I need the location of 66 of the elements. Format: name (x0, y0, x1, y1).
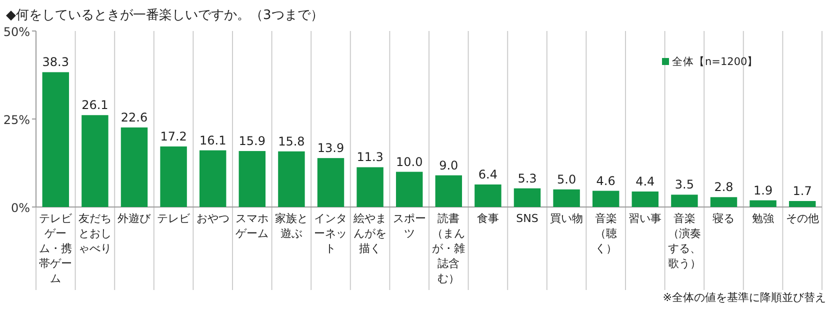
bar (238, 151, 266, 207)
bar (356, 167, 384, 207)
text: 38.3 (42, 55, 70, 70)
text: 13.9 (317, 141, 344, 156)
text: 6.4 (478, 167, 498, 182)
text: 22.6 (120, 110, 148, 124)
y-tick-label: 0% (10, 201, 30, 215)
text: 1.9 (754, 183, 773, 198)
legend-label: 全体【n=1200】 (672, 55, 758, 68)
chart-title: ◆何をしているときが一番楽しいですか。（3つまで） (6, 8, 324, 23)
text: 16.1 (199, 133, 226, 148)
bar (396, 172, 423, 207)
x-tick-label: 読書（まんが・雑誌含む） (431, 211, 466, 286)
text: 9.0 (439, 158, 458, 172)
x-tick-label: 音楽（演奏する、歌う） (666, 211, 702, 271)
bar (82, 115, 108, 207)
bar (435, 175, 462, 207)
x-tick-label: SNS (515, 211, 540, 226)
text: 10.0 (396, 154, 423, 169)
bar (553, 189, 580, 207)
x-tick-label: 家族と遊ぶ (274, 211, 309, 241)
x-tick-label: テレビゲーム・携帯ゲーム (38, 211, 74, 286)
text: 4.6 (596, 174, 616, 188)
bar (514, 188, 541, 207)
x-tick-label: スポーツ (392, 211, 427, 241)
bar (632, 192, 659, 207)
text: 17.2 (160, 129, 187, 144)
y-tick-label: 25% (3, 113, 30, 127)
x-tick-label: 外遊び (116, 211, 152, 226)
x-tick-label: テレビ (156, 211, 192, 226)
text: 1.7 (792, 184, 812, 198)
text: 5.3 (518, 171, 537, 186)
x-tick-label: 勉強 (751, 211, 776, 226)
bar (592, 190, 620, 207)
x-tick-label: 買い物 (549, 211, 584, 226)
x-tick-label: おやつ (195, 211, 230, 226)
bar (120, 127, 148, 207)
text: 15.9 (238, 134, 266, 148)
x-tick-label: 絵やまんがを描く (352, 211, 388, 256)
bar (199, 150, 226, 207)
x-tick-label: スマホゲーム (234, 211, 270, 241)
x-tick-label: 寝る (712, 211, 736, 226)
bar (317, 158, 344, 207)
bar (671, 194, 698, 207)
x-tick-label: 友だちとおしゃべり (77, 211, 112, 256)
bar (160, 146, 187, 207)
text: 4.4 (636, 174, 655, 189)
text: 11.3 (356, 150, 384, 164)
bar (474, 184, 502, 207)
y-tick-label: 50% (3, 25, 30, 39)
text: 5.0 (557, 172, 576, 186)
bar (788, 201, 816, 207)
bar (710, 197, 738, 207)
bar (278, 151, 305, 207)
bar (750, 200, 776, 207)
text: ※全体の値を基準に降順並び替え (662, 291, 826, 304)
text: 2.8 (714, 180, 734, 194)
text: 15.8 (278, 134, 305, 148)
x-tick-label: その他 (784, 211, 820, 226)
x-tick-label: 音楽（聴く） (594, 211, 618, 256)
text: 3.5 (674, 178, 694, 192)
x-tick-label: 食事 (476, 211, 500, 226)
x-tick-label: 習い事 (628, 211, 663, 226)
text: 26.1 (82, 98, 108, 112)
x-tick-label: インターネット (313, 211, 348, 256)
bar (42, 72, 70, 207)
